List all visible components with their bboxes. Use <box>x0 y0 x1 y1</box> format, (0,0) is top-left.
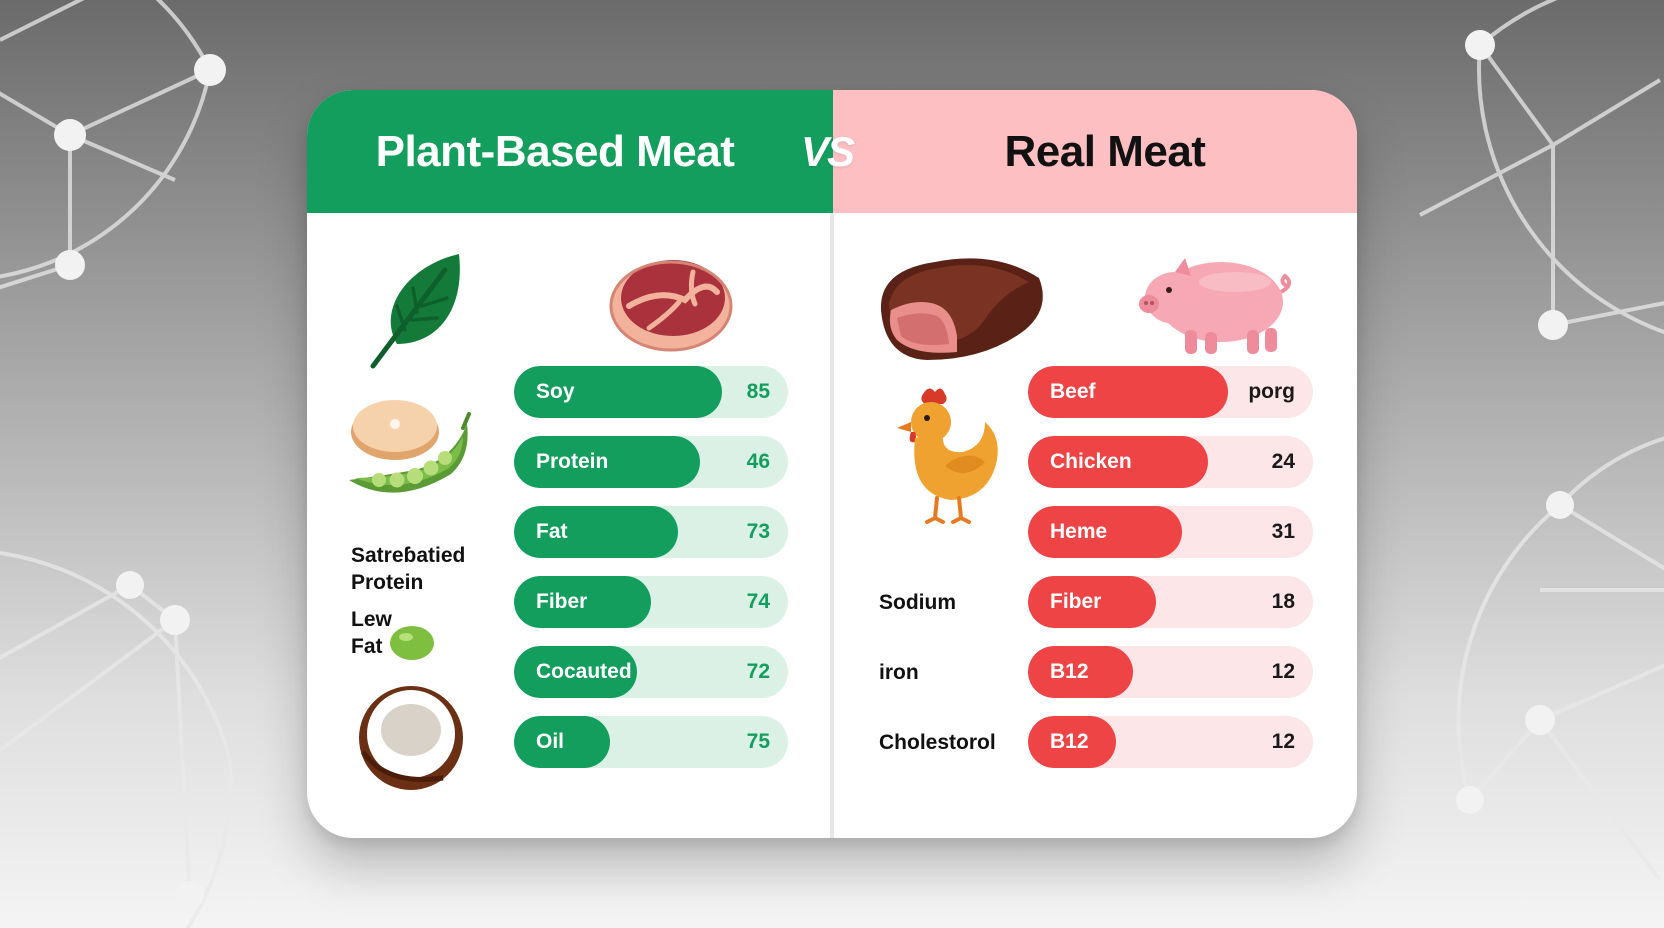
plant-bar-value: 46 <box>746 450 770 473</box>
plant-bar-oil: Oil 75 <box>514 716 788 768</box>
plant-based-title: Plant-Based Meat <box>375 126 735 176</box>
real-meat-header: Real Meat <box>833 90 1357 213</box>
column-divider <box>830 213 834 838</box>
mushroom-slice-icon <box>351 400 439 460</box>
plant-bar-fill <box>514 646 638 698</box>
beef-steak-icon <box>880 258 1043 360</box>
meat-bar-value: 12 <box>1271 730 1295 753</box>
plant-bar-value: 74 <box>746 590 770 613</box>
saturated-protein-line-2: Protein <box>351 571 424 594</box>
vs-label: VS <box>801 128 855 175</box>
meat-bar-value: 24 <box>1271 450 1295 473</box>
plant-bar-fiber: Fiber 74 <box>514 576 788 628</box>
meat-bar-fill <box>1028 506 1182 558</box>
plant-bar-fill <box>514 506 679 558</box>
comparison-card: Plant-Based Meat Real Meat VS Satreɓatie… <box>307 90 1357 838</box>
plant-bar-protein: Protein 46 <box>514 436 788 488</box>
meat-bar-fiber: Fiber 18 <box>1028 576 1313 628</box>
plant-bar-label: Fat <box>536 520 568 543</box>
plant-bar-label: Oil <box>536 730 565 753</box>
saturated-protein-line-1: Satreɓatied <box>351 544 466 567</box>
low-fat-line-1: Lew <box>351 608 392 631</box>
plant-bar-fill <box>514 366 723 418</box>
meat-bar-label: Beef <box>1050 380 1096 403</box>
real-meat-title: Real Meat <box>1004 126 1206 176</box>
cholesterol-label: Cholestorol <box>879 731 996 754</box>
meat-bar-value: 31 <box>1271 520 1295 543</box>
meat-bar-fill <box>1028 366 1228 418</box>
plant-bar-value: 75 <box>746 730 770 753</box>
iron-label: iron <box>879 661 919 684</box>
leaf-icon <box>370 254 460 369</box>
low-fat-line-2: Fat <box>351 635 383 658</box>
meat-bar-label: Heme <box>1050 520 1108 543</box>
plant-bar-label: Fiber <box>536 590 588 613</box>
plant-bar-cocauted: Cocauted 72 <box>514 646 788 698</box>
meat-bar-value: porg <box>1248 380 1295 403</box>
pig-icon <box>1139 258 1291 354</box>
meat-bar-label: B12 <box>1050 660 1089 683</box>
meat-bar-b12: B12 12 <box>1028 646 1313 698</box>
plant-bar-value: 72 <box>746 660 770 683</box>
plant-bar-soy: Soy 85 <box>514 366 788 418</box>
meat-bar-value: 12 <box>1271 660 1295 683</box>
sodium-label: Sodium <box>879 591 956 614</box>
meat-bar-label: Chicken <box>1050 450 1132 473</box>
plant-bar-fill <box>514 716 610 768</box>
coconut-icon <box>359 686 463 790</box>
ham-steak-icon <box>609 260 733 352</box>
saturated-protein-label: Satreɓatied Protein <box>351 542 465 596</box>
plant-bar-label: Protein <box>536 450 609 473</box>
plant-bar-value: 85 <box>746 380 770 403</box>
meat-bar-chicken: Chicken 24 <box>1028 436 1313 488</box>
meat-bar-value: 18 <box>1271 590 1295 613</box>
plant-bar-fill <box>514 576 651 628</box>
meat-bar-heme: Heme 31 <box>1028 506 1313 558</box>
plant-bar-label: Cocauted <box>536 660 632 683</box>
low-fat-label: Lew Fat <box>351 606 392 660</box>
meat-bar-label: Fiber <box>1050 590 1102 613</box>
meat-bar-fill <box>1028 436 1208 488</box>
plant-bar-fat: Fat 73 <box>514 506 788 558</box>
meat-bar-fill <box>1028 716 1117 768</box>
meat-bar-fill <box>1028 576 1157 628</box>
meat-bar-label: B12 <box>1050 730 1089 753</box>
plant-bar-value: 73 <box>746 520 770 543</box>
meat-bar-fill <box>1028 646 1134 698</box>
pea-pod-icon <box>349 412 471 493</box>
plant-bar-fill <box>514 436 701 488</box>
plant-bar-label: Soy <box>536 380 575 403</box>
meat-bar-beef: Beef porg <box>1028 366 1313 418</box>
plant-based-header: Plant-Based Meat <box>307 90 833 213</box>
meat-bar-b12-second: B12 12 <box>1028 716 1313 768</box>
chicken-icon <box>897 388 998 524</box>
green-pea-icon <box>390 626 434 660</box>
